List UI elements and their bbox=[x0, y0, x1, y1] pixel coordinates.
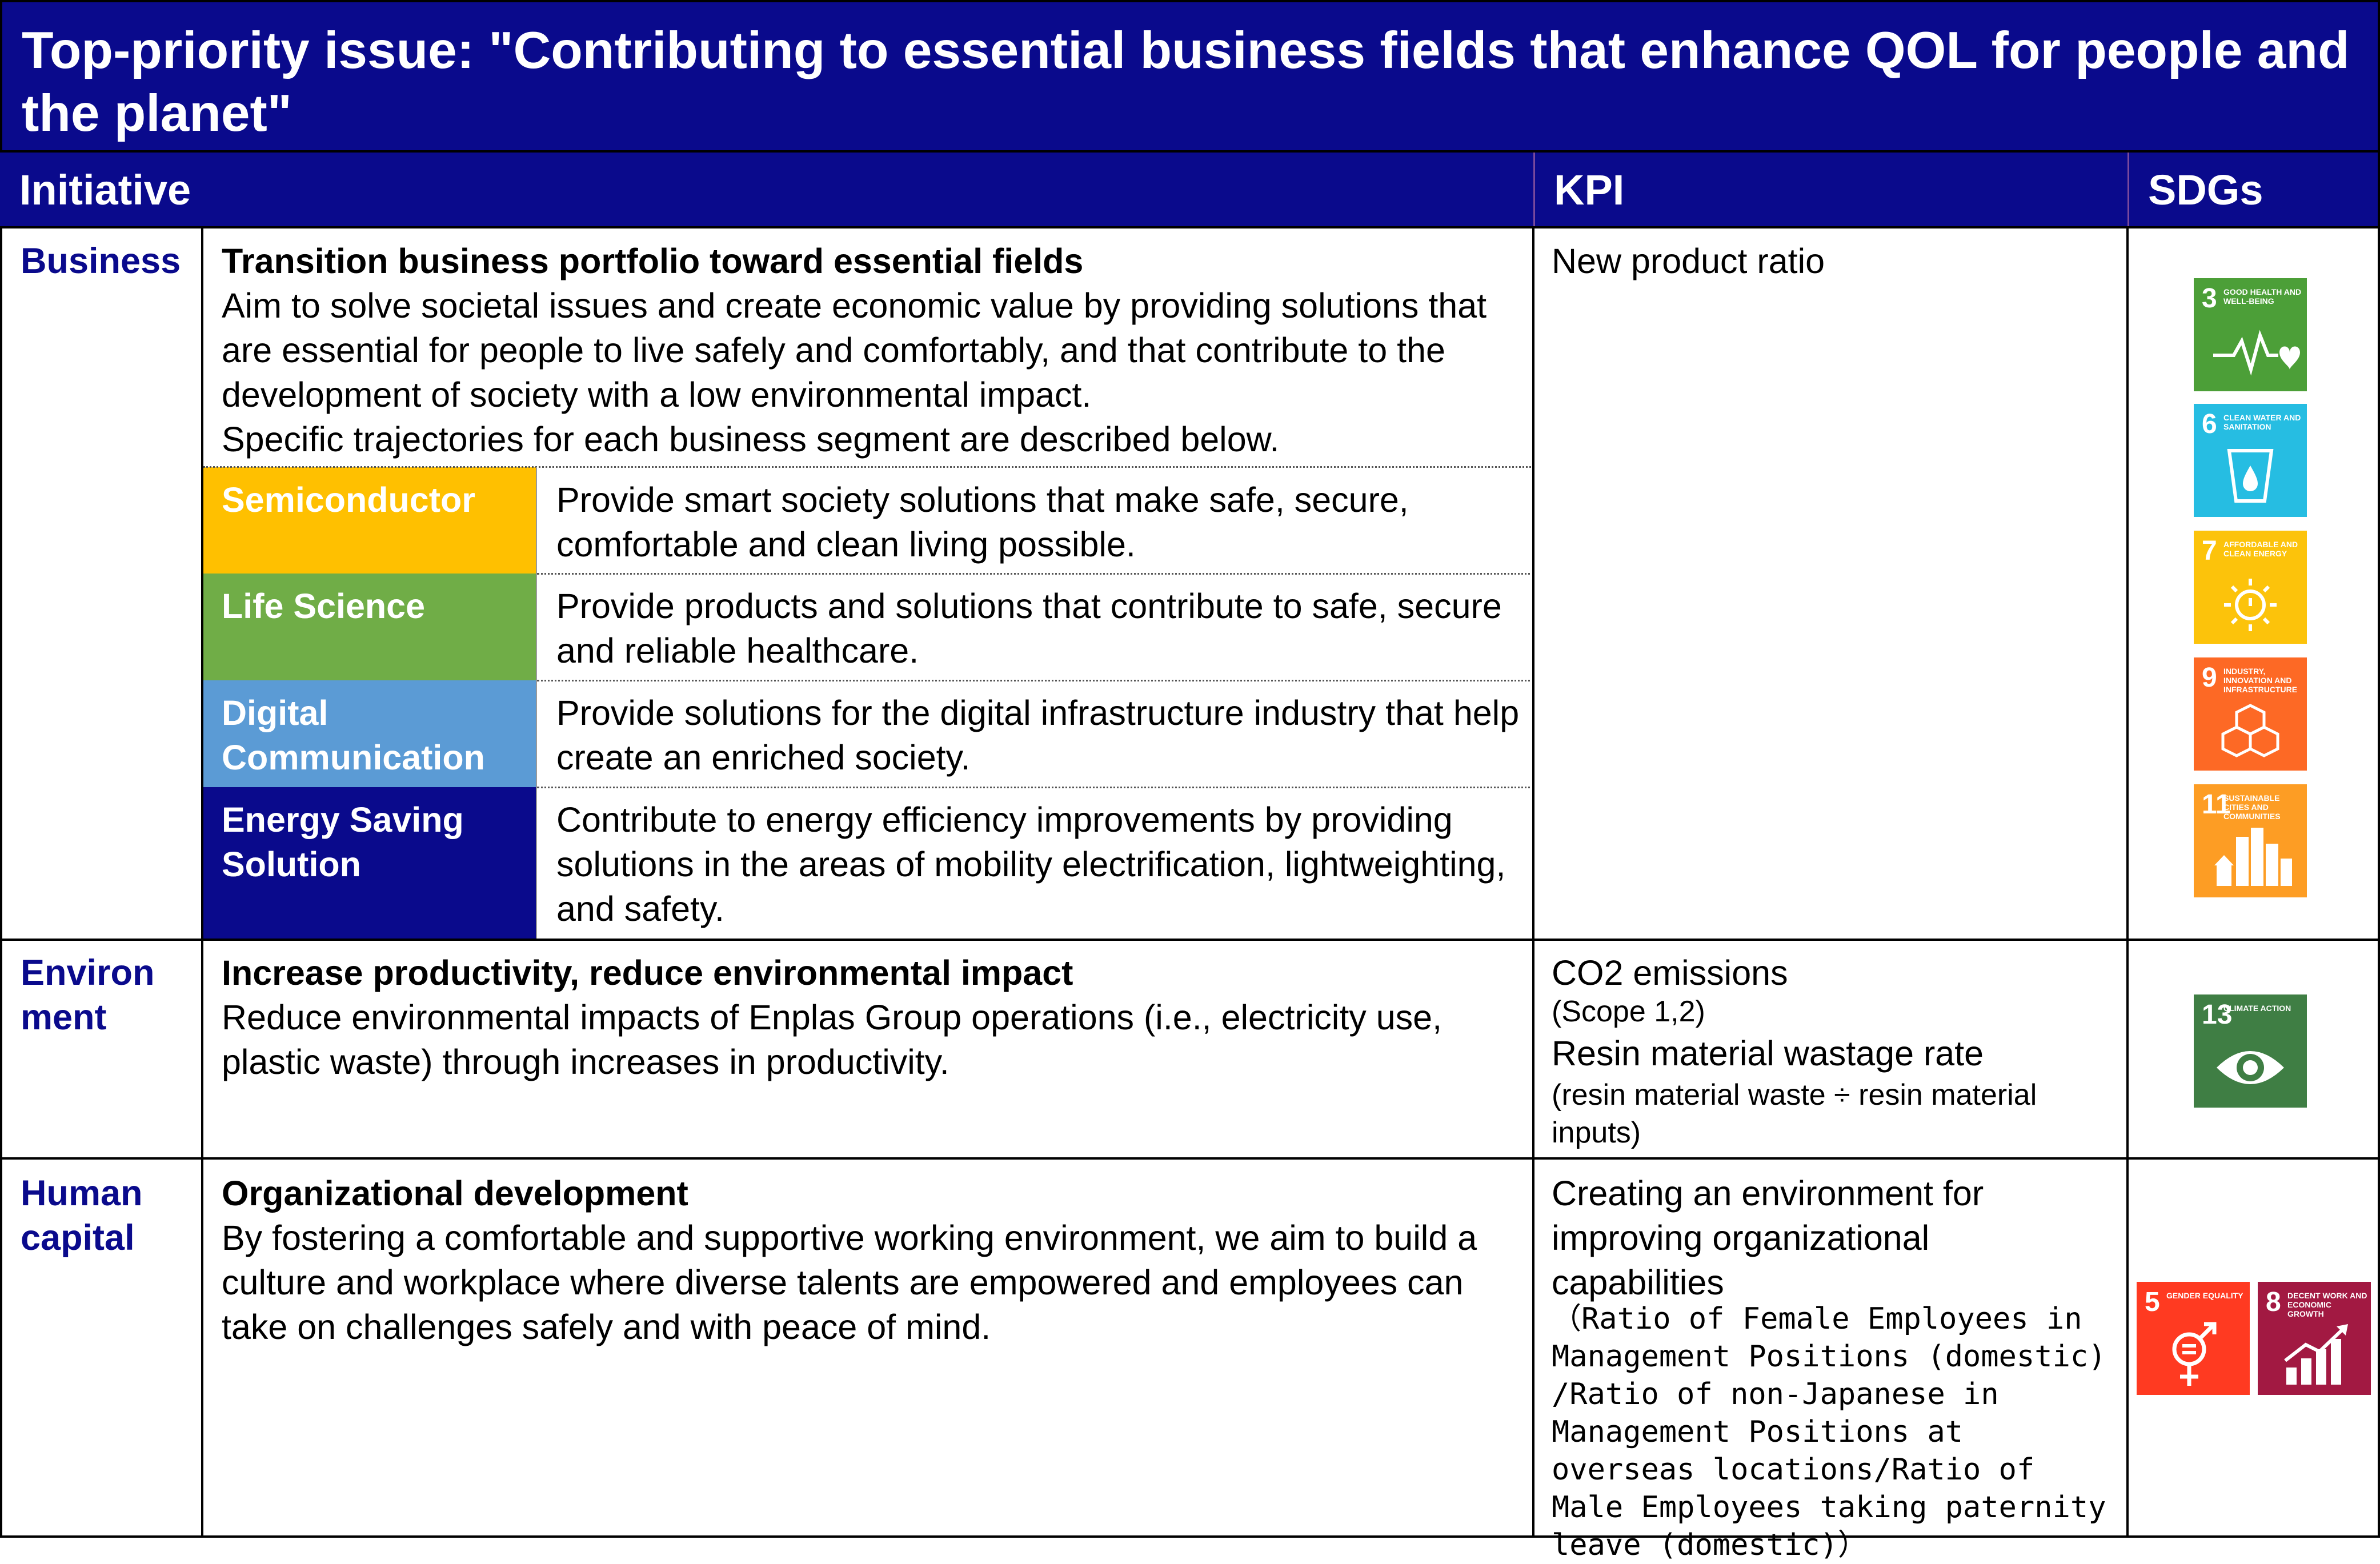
table-border bbox=[0, 939, 2380, 941]
segment-divider bbox=[537, 680, 1534, 681]
sdg-5-tile: 5 Gender equality bbox=[2137, 1282, 2250, 1395]
segment-divider bbox=[537, 573, 1534, 575]
environment-kpi-co2-note: (Scope 1,2) bbox=[1552, 995, 1705, 1028]
row-label-human-capital: Human capital bbox=[21, 1173, 143, 1258]
business-heading: Transition business portfolio toward ess… bbox=[222, 242, 1084, 280]
header-sdgs: SDGs bbox=[2129, 153, 2380, 227]
segment-digital-communication: Digital Communication bbox=[203, 680, 537, 787]
cubes-icon bbox=[2221, 704, 2279, 757]
segment-life-science: Life Science bbox=[203, 574, 537, 680]
table-border bbox=[2126, 226, 2129, 1538]
table-border bbox=[0, 226, 2, 1538]
business-body: Aim to solve societal issues and create … bbox=[222, 286, 1487, 414]
table-border bbox=[0, 1535, 2380, 1538]
eye-globe-icon bbox=[2217, 1051, 2284, 1084]
segment-energy-saving-solution: Energy Saving Solution bbox=[203, 787, 537, 940]
sdg-9-tile: 9 Industry, innovation and infrastructur… bbox=[2194, 657, 2307, 771]
sdg-13-tile: 13 Climate action bbox=[2194, 994, 2307, 1108]
table-border bbox=[2378, 153, 2380, 1538]
sdg-7-tile: 7 Affordable and clean energy bbox=[2194, 531, 2307, 644]
heartbeat-icon bbox=[2213, 330, 2300, 376]
header-divider bbox=[1533, 153, 1535, 227]
page-title: Top-priority issue: "Contributing to ess… bbox=[0, 0, 2380, 153]
segment-digital-communication-text: Provide solutions for the digital infras… bbox=[556, 693, 1520, 777]
segment-life-science-text: Provide products and solutions that cont… bbox=[556, 587, 1502, 670]
header-initiative: Initiative bbox=[0, 153, 1534, 227]
segment-semiconductor-text: Provide smart society solutions that mak… bbox=[556, 480, 1409, 564]
segment-divider bbox=[203, 466, 1534, 468]
growth-chart-icon bbox=[2284, 1324, 2348, 1385]
row-label-business: Business bbox=[21, 241, 181, 281]
gender-icon bbox=[2172, 1322, 2217, 1386]
business-body-2: Specific trajectories for each business … bbox=[222, 420, 1280, 459]
table-border bbox=[1532, 226, 1534, 1538]
environment-body: Reduce environmental impacts of Enplas G… bbox=[222, 998, 1443, 1081]
sdg-8-tile: 8 Decent work and economic growth bbox=[2258, 1282, 2371, 1395]
environment-kpi-co2: CO2 emissions bbox=[1552, 953, 1788, 992]
human-capital-kpi: Creating an environment for improving or… bbox=[1552, 1174, 1984, 1302]
segment-semiconductor: Semiconductor bbox=[203, 467, 537, 574]
row-label-environment: Environ ment bbox=[21, 953, 155, 1037]
table-border bbox=[0, 1157, 2380, 1160]
header-kpi: KPI bbox=[1534, 153, 2129, 227]
sdg-6-tile: 6 Clean water and sanitation bbox=[2194, 404, 2307, 517]
segment-column-divider bbox=[536, 467, 537, 940]
business-kpi: New product ratio bbox=[1552, 242, 1825, 280]
city-icon bbox=[2214, 828, 2292, 886]
table-border bbox=[201, 226, 203, 1538]
segment-energy-saving-solution-text: Contribute to energy efficiency improvem… bbox=[556, 800, 1506, 928]
human-capital-kpi-note: （Ratio of Female Employees in Management… bbox=[1552, 1302, 2106, 1562]
header-divider bbox=[2127, 153, 2129, 227]
human-capital-body: By fostering a comfortable and supportiv… bbox=[222, 1218, 1477, 1346]
sdg-3-tile: 3 Good health and well-being bbox=[2194, 278, 2307, 391]
water-drop-icon bbox=[2227, 449, 2274, 503]
segment-divider bbox=[537, 787, 1534, 788]
sdg-11-tile: 11 Sustainable cities and communities bbox=[2194, 784, 2307, 897]
sun-power-icon bbox=[2224, 579, 2277, 631]
environment-kpi-resin-note: (resin material waste ÷ resin material i… bbox=[1552, 1078, 2037, 1149]
human-capital-heading: Organizational development bbox=[222, 1174, 688, 1213]
environment-heading: Increase productivity, reduce environmen… bbox=[222, 953, 1073, 992]
table-border bbox=[0, 226, 2380, 228]
environment-kpi-resin: Resin material wastage rate bbox=[1552, 1034, 1984, 1073]
